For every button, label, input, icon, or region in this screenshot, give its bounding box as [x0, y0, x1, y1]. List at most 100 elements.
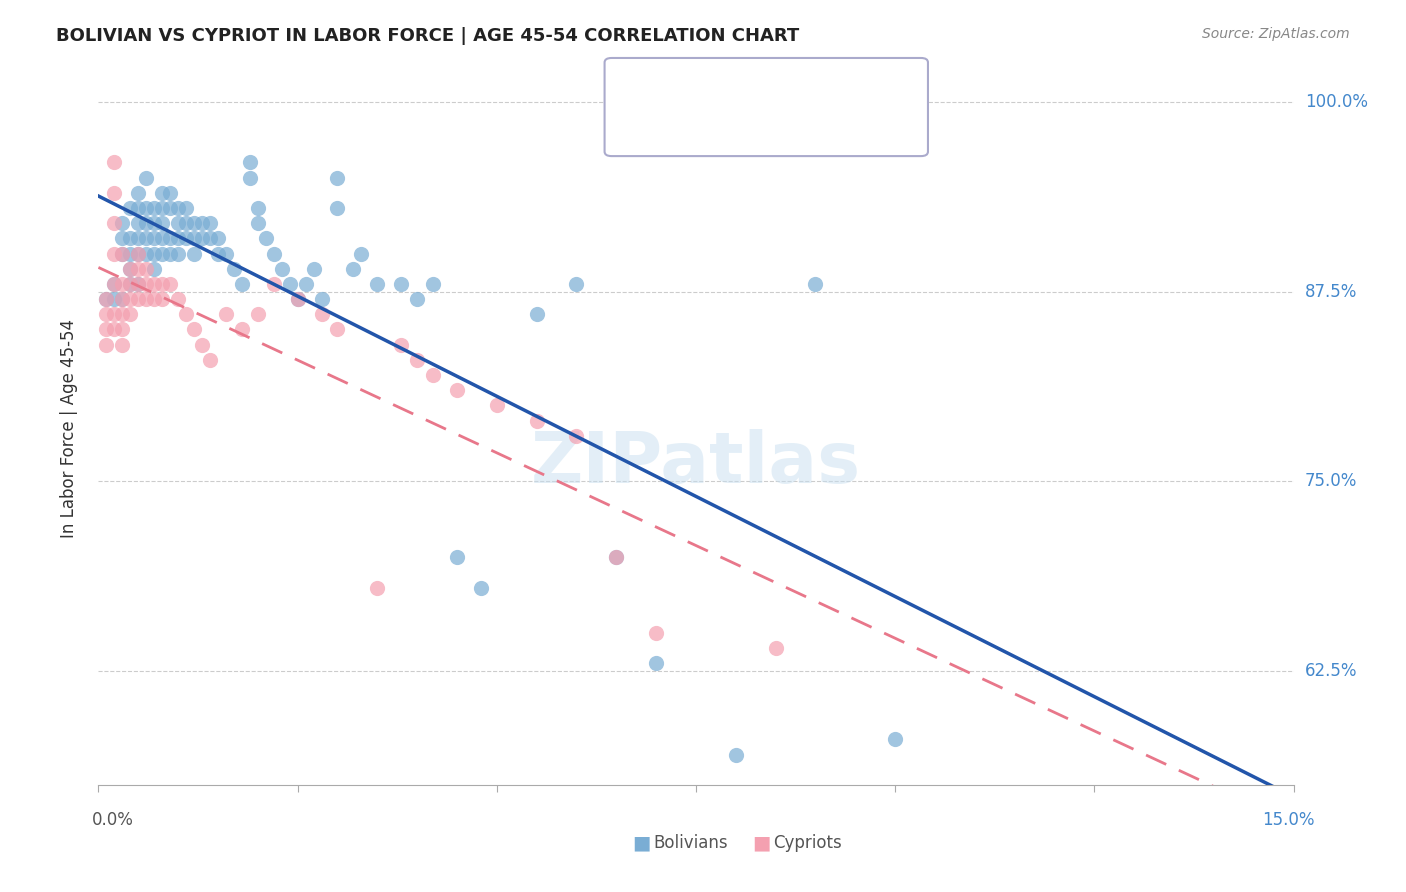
Point [111, 307, 134, 321]
Point [389, 277, 412, 291]
Point [183, 231, 205, 245]
Point [231, 277, 253, 291]
Point [422, 277, 444, 291]
Point [645, 626, 668, 640]
Point [326, 201, 349, 215]
Point [174, 307, 197, 321]
Point [103, 246, 125, 260]
Point [120, 261, 142, 276]
Point [135, 231, 157, 245]
Point [159, 201, 181, 215]
Point [103, 322, 125, 336]
Point [120, 231, 142, 245]
Point [111, 292, 134, 306]
Point [183, 246, 205, 260]
Point [167, 231, 190, 245]
Point [167, 216, 190, 230]
Point [135, 292, 157, 306]
Point [143, 261, 166, 276]
Point [254, 231, 277, 245]
Point [135, 201, 157, 215]
Text: BOLIVIAN VS CYPRIOT IN LABOR FORCE | AGE 45-54 CORRELATION CHART: BOLIVIAN VS CYPRIOT IN LABOR FORCE | AGE… [56, 27, 800, 45]
Point [127, 246, 149, 260]
Point [326, 322, 349, 336]
Point [350, 246, 373, 260]
Point [366, 581, 388, 595]
Point [103, 186, 125, 200]
Point [311, 292, 333, 306]
Point [159, 246, 181, 260]
Text: 75.0%: 75.0% [1305, 472, 1357, 491]
Text: ■: ■ [633, 833, 651, 853]
Point [231, 322, 253, 336]
Text: Bolivians: Bolivians [654, 834, 728, 852]
Text: 87.5%: 87.5% [1305, 283, 1357, 301]
Point [526, 307, 548, 321]
Point [111, 246, 134, 260]
Point [207, 231, 229, 245]
Point [120, 277, 142, 291]
Text: 100.0%: 100.0% [1305, 93, 1368, 111]
Point [96, 337, 118, 351]
Y-axis label: In Labor Force | Age 45-54: In Labor Force | Age 45-54 [59, 318, 77, 538]
Point [485, 398, 508, 412]
Point [120, 292, 142, 306]
Point [246, 307, 269, 321]
Point [278, 277, 301, 291]
Point [103, 292, 125, 306]
Point [127, 261, 149, 276]
Point [470, 581, 492, 595]
Point [135, 170, 157, 185]
Point [120, 307, 142, 321]
Point [143, 277, 166, 291]
Point [120, 201, 142, 215]
Text: 62.5%: 62.5% [1305, 662, 1357, 680]
Point [159, 186, 181, 200]
Point [111, 337, 134, 351]
Point [446, 383, 468, 397]
Point [111, 231, 134, 245]
Point [150, 186, 173, 200]
Point [287, 292, 309, 306]
Point [246, 216, 269, 230]
Point [183, 216, 205, 230]
Text: Cypriots: Cypriots [773, 834, 842, 852]
Point [159, 231, 181, 245]
Point [103, 307, 125, 321]
Point [765, 641, 787, 656]
Point [174, 216, 197, 230]
Point [342, 261, 364, 276]
Point [143, 246, 166, 260]
Point [198, 216, 221, 230]
Point [143, 231, 166, 245]
Point [103, 155, 125, 169]
Point [135, 277, 157, 291]
Point [96, 322, 118, 336]
Point [804, 277, 827, 291]
Point [120, 261, 142, 276]
Point [287, 292, 309, 306]
Point [565, 277, 588, 291]
Point [127, 246, 149, 260]
Point [263, 277, 285, 291]
Point [446, 550, 468, 565]
Text: ■: ■ [752, 833, 770, 853]
Point [96, 292, 118, 306]
Point [150, 201, 173, 215]
Text: 15.0%: 15.0% [1263, 811, 1315, 829]
Point [565, 429, 588, 443]
Text: ■: ■ [628, 111, 647, 130]
Point [127, 231, 149, 245]
Point [198, 352, 221, 367]
Point [406, 292, 429, 306]
Point [366, 277, 388, 291]
Point [389, 337, 412, 351]
Point [174, 231, 197, 245]
Point [326, 170, 349, 185]
Point [120, 277, 142, 291]
Point [103, 216, 125, 230]
Point [215, 307, 238, 321]
Text: ZIPatlas: ZIPatlas [531, 429, 860, 499]
Point [191, 337, 214, 351]
Text: R =  0.032   N = 56: R = 0.032 N = 56 [654, 112, 815, 129]
